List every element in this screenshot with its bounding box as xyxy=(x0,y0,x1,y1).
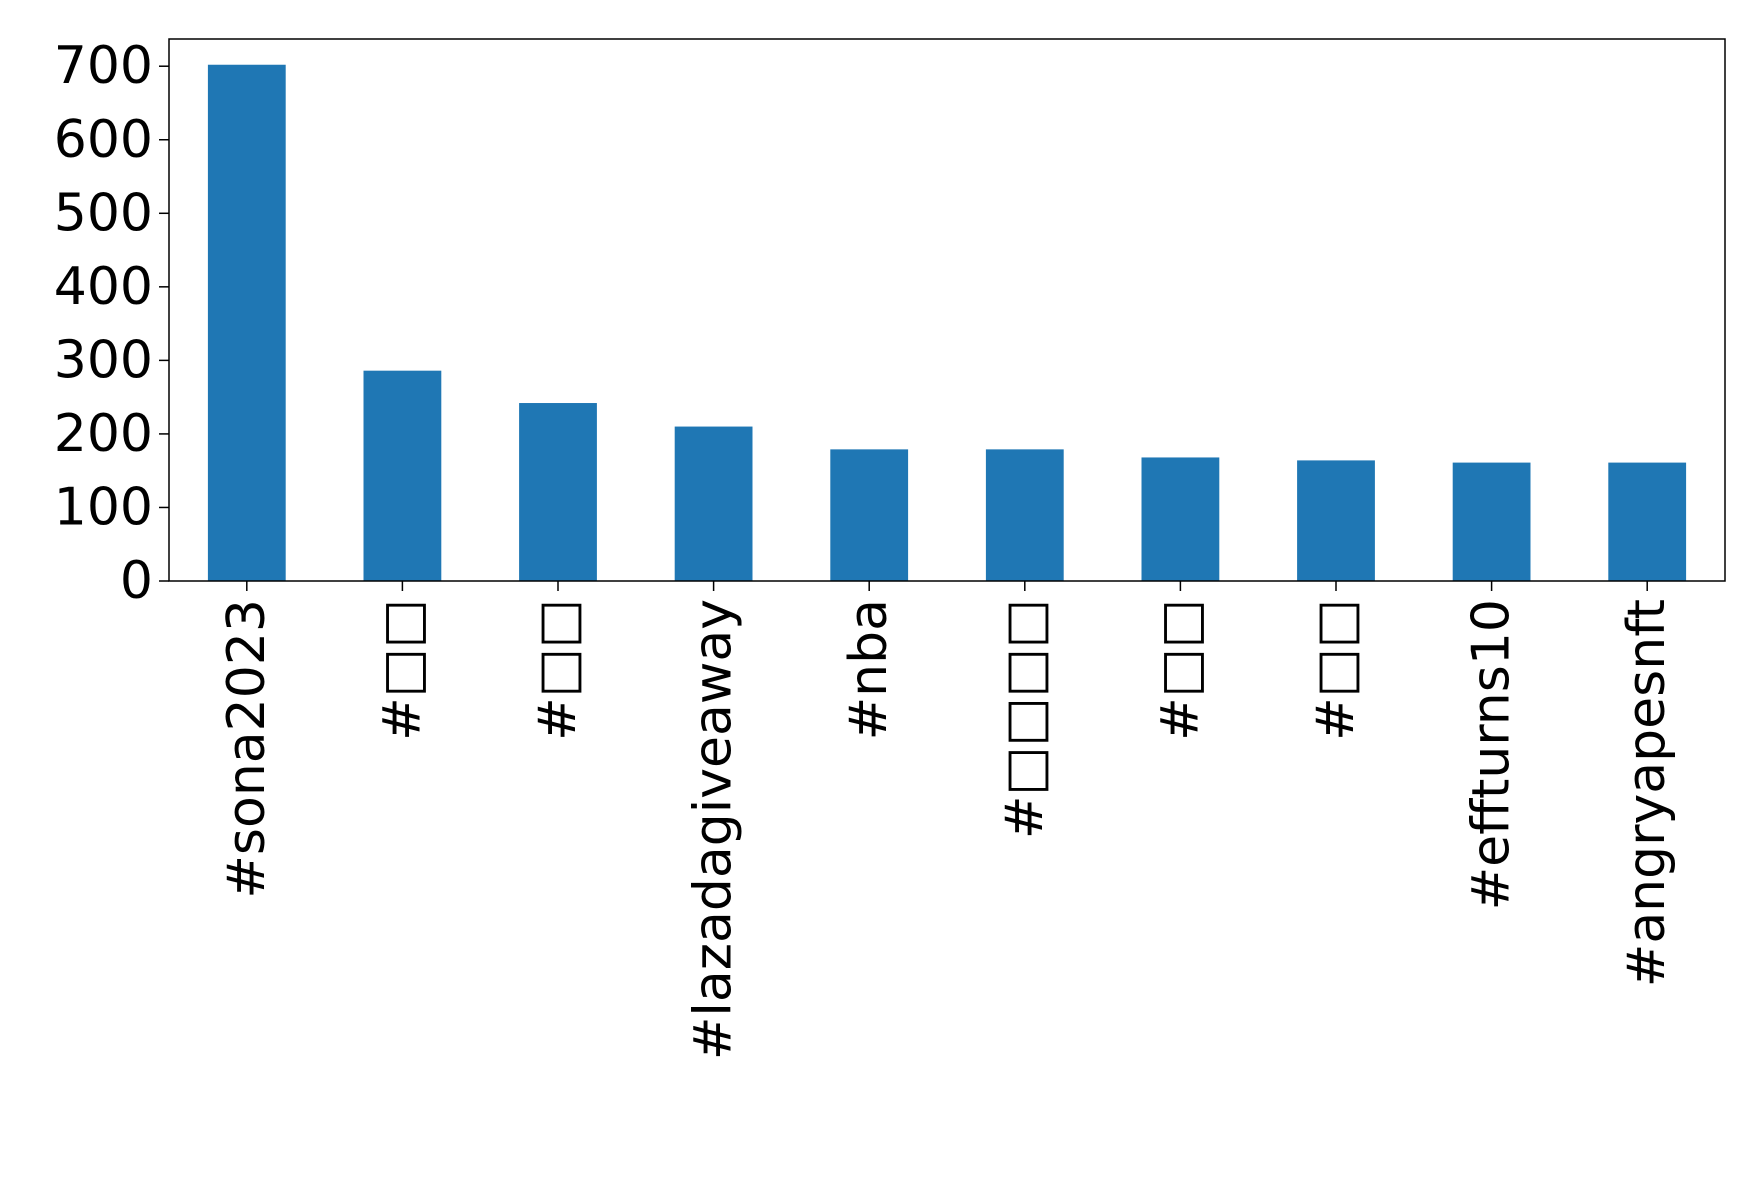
bar-7 xyxy=(1141,457,1220,581)
x-axis: #sona2023 #□□ #□□ #lazadagiveaway #nba #□□□□ #… xyxy=(217,581,1677,1060)
bar-3 xyxy=(519,403,597,581)
bar-6 xyxy=(985,449,1064,581)
x-tick-label: #sona2023 xyxy=(217,599,277,899)
x-tick-label: #□□ xyxy=(372,599,432,741)
bar-8 xyxy=(1297,460,1375,581)
y-tick-label: 0 xyxy=(120,551,153,611)
x-tick-label: #□□□□ xyxy=(995,599,1055,839)
bar-2 xyxy=(363,370,442,581)
y-tick-label: 700 xyxy=(54,36,153,96)
y-tick-label: 400 xyxy=(54,257,153,317)
plot-frame xyxy=(168,38,1726,582)
bar-9 xyxy=(1452,462,1531,581)
y-tick-label: 100 xyxy=(54,477,153,537)
bars-group xyxy=(207,64,1687,581)
bar-1 xyxy=(207,64,286,581)
x-tick-label: #effturns10 xyxy=(1462,599,1522,910)
y-tick-label: 200 xyxy=(54,404,153,464)
x-tick-label: #□□ xyxy=(528,599,588,741)
bar-10 xyxy=(1608,462,1687,581)
x-tick-label: #angryapesnft xyxy=(1617,599,1677,987)
y-tick-label: 300 xyxy=(54,330,153,390)
y-tick-label: 600 xyxy=(54,110,153,170)
y-axis: 0 100 200 300 400 500 600 700 xyxy=(54,36,169,611)
bar-5 xyxy=(830,449,909,581)
x-tick-label: #□□ xyxy=(1150,599,1210,741)
x-tick-label: #□□ xyxy=(1306,599,1366,741)
y-tick-label: 500 xyxy=(54,183,153,243)
x-tick-label: #lazadagiveaway xyxy=(684,599,744,1060)
x-tick-label: #nba xyxy=(839,599,899,740)
bar-4 xyxy=(674,426,753,581)
